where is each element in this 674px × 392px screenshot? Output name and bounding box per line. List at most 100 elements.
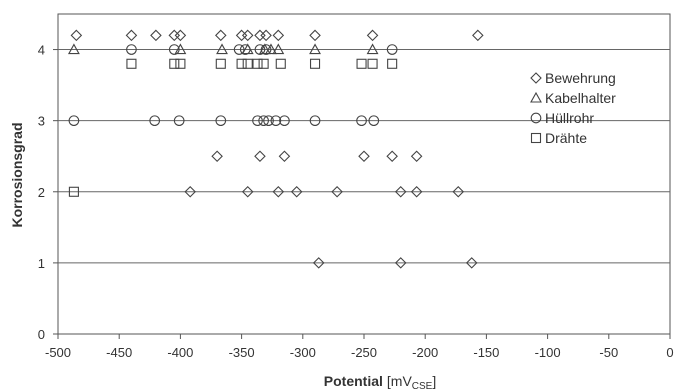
data-point-square bbox=[169, 58, 180, 69]
data-point-diamond bbox=[254, 150, 266, 163]
data-point-square bbox=[236, 58, 247, 69]
data-point-square bbox=[215, 58, 226, 69]
plot-area-border bbox=[57, 13, 671, 335]
data-point-circle bbox=[215, 115, 227, 127]
data-point-diamond bbox=[331, 185, 343, 198]
data-point-triangle bbox=[272, 43, 285, 55]
y-tick-label: 3 bbox=[38, 114, 45, 129]
x-axis-title-unit-close: ] bbox=[432, 373, 436, 389]
data-point-square bbox=[252, 58, 263, 69]
y-axis-title: Korrosionsgrad bbox=[9, 122, 25, 227]
data-point-triangle bbox=[258, 43, 271, 55]
data-point-diamond bbox=[278, 150, 291, 163]
data-point-circle bbox=[149, 115, 161, 127]
data-point-diamond bbox=[410, 150, 423, 163]
x-tick-label: -100 bbox=[535, 345, 561, 360]
y-tick-label: 2 bbox=[38, 185, 45, 200]
data-point-circle bbox=[68, 115, 80, 127]
y-tick-label: 1 bbox=[38, 256, 45, 271]
data-point-square bbox=[356, 58, 367, 69]
data-point-square bbox=[68, 186, 79, 197]
data-point-diamond bbox=[465, 257, 478, 269]
data-point-circle bbox=[258, 115, 269, 127]
data-point-triangle bbox=[67, 43, 80, 55]
x-axis-title: Potential [mVCSE] bbox=[324, 373, 436, 392]
data-point-square bbox=[275, 58, 286, 69]
data-point-diamond bbox=[125, 29, 138, 42]
data-markers bbox=[67, 29, 484, 269]
data-point-diamond bbox=[386, 150, 398, 163]
data-point-square bbox=[242, 58, 253, 69]
data-point-diamond bbox=[150, 29, 162, 42]
data-point-square bbox=[309, 58, 321, 69]
legend-label: Kabelhalter bbox=[545, 90, 616, 106]
legend-label: Bewehrung bbox=[545, 70, 616, 86]
data-point-square bbox=[258, 58, 269, 69]
data-point-square bbox=[387, 58, 398, 69]
x-axis-title-main: Potential bbox=[324, 373, 383, 389]
data-point-circle bbox=[168, 44, 180, 55]
legend-label: Hüllrohr bbox=[545, 110, 594, 126]
data-point-diamond bbox=[241, 185, 254, 198]
plot-frame bbox=[57, 13, 671, 335]
y-tick-label: 4 bbox=[38, 43, 45, 58]
data-point-diamond bbox=[394, 185, 407, 198]
data-point-diamond bbox=[260, 29, 272, 42]
data-point-diamond bbox=[290, 185, 303, 198]
legend-label: Drähte bbox=[545, 130, 587, 146]
legend-marker-triangle bbox=[530, 91, 542, 103]
data-point-triangle bbox=[216, 43, 228, 55]
data-point-diamond bbox=[235, 29, 248, 42]
legend-marker-diamond bbox=[530, 72, 542, 84]
data-point-circle bbox=[368, 115, 380, 127]
data-point-diamond bbox=[174, 29, 187, 42]
data-point-circle bbox=[239, 44, 251, 55]
data-point-diamond bbox=[241, 29, 254, 42]
y-axis-ticks: 0 1 2 3 4 bbox=[38, 43, 58, 342]
data-point-circle bbox=[260, 44, 272, 55]
data-point-diamond bbox=[168, 29, 181, 42]
data-point-diamond bbox=[472, 29, 484, 42]
data-point-diamond bbox=[366, 29, 379, 42]
data-point-diamond bbox=[312, 257, 325, 269]
data-point-circle bbox=[386, 44, 398, 55]
x-tick-label: -250 bbox=[351, 345, 377, 360]
data-point-circle bbox=[270, 115, 282, 127]
data-point-square bbox=[175, 58, 186, 69]
data-point-diamond bbox=[410, 185, 423, 198]
legend: Bewehrung Kabelhalter Hüllrohr Drähte bbox=[530, 70, 616, 146]
x-tick-label: -150 bbox=[473, 345, 499, 360]
x-tick-label: 0 bbox=[666, 345, 673, 360]
x-tick-label: -50 bbox=[599, 345, 618, 360]
data-point-square bbox=[367, 58, 378, 69]
data-point-diamond bbox=[452, 185, 465, 198]
x-axis-ticks: -500 -450 -400 -350 -300 -250 -200 -150 -100 -50 0 bbox=[45, 334, 674, 360]
data-point-triangle bbox=[366, 43, 379, 55]
x-tick-label: -300 bbox=[290, 345, 316, 360]
data-point-diamond bbox=[309, 29, 321, 42]
data-point-circle bbox=[356, 115, 367, 127]
data-point-circle bbox=[233, 44, 245, 55]
x-axis-title-unit: [mV bbox=[387, 373, 413, 389]
data-point-diamond bbox=[272, 29, 285, 42]
y-tick-label: 0 bbox=[38, 327, 45, 342]
x-tick-label: -500 bbox=[45, 345, 71, 360]
data-point-circle bbox=[309, 115, 321, 127]
data-point-diamond bbox=[254, 29, 266, 42]
x-axis-title-unit-sub: CSE bbox=[412, 381, 433, 392]
data-point-triangle bbox=[174, 43, 187, 55]
data-point-square bbox=[126, 58, 137, 69]
data-point-diamond bbox=[358, 150, 370, 163]
x-tick-label: -450 bbox=[106, 345, 132, 360]
x-tick-label: -200 bbox=[412, 345, 438, 360]
data-point-circle bbox=[254, 44, 266, 55]
data-point-diamond bbox=[215, 29, 227, 42]
data-point-circle bbox=[173, 115, 185, 127]
data-point-circle bbox=[252, 115, 263, 127]
x-tick-label: -400 bbox=[167, 345, 193, 360]
data-point-diamond bbox=[394, 257, 407, 269]
legend-marker-square bbox=[530, 132, 542, 144]
data-point-diamond bbox=[184, 185, 196, 198]
x-tick-label: -350 bbox=[229, 345, 255, 360]
